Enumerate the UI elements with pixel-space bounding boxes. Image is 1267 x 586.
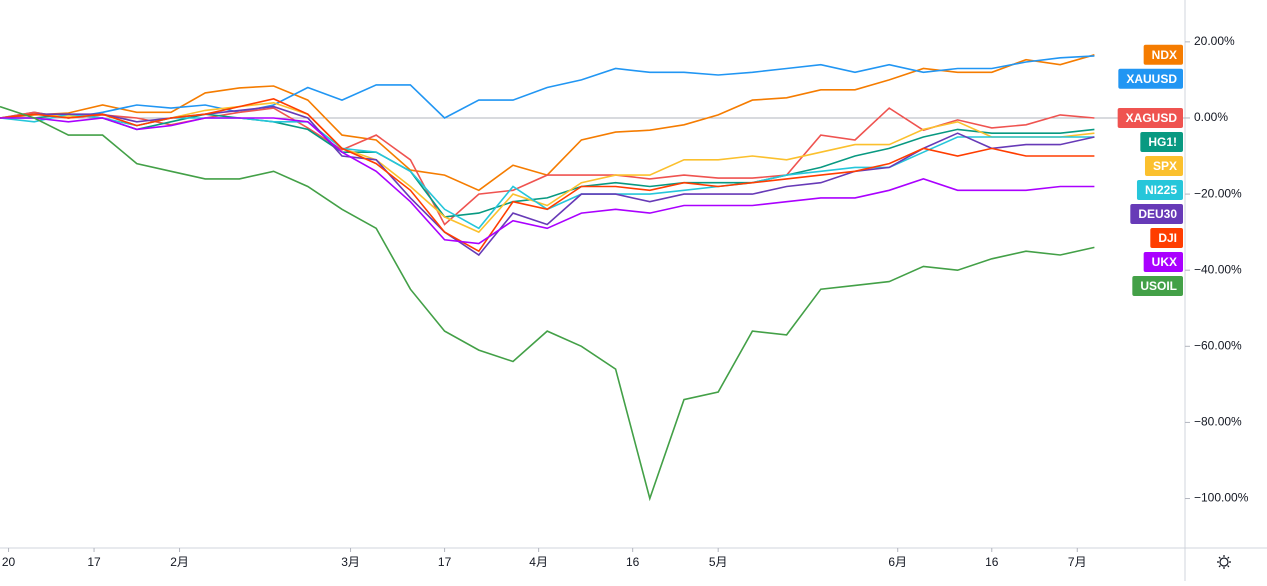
series-line bbox=[0, 105, 1095, 502]
x-tick-label: 17 bbox=[87, 555, 101, 569]
series-tag: DEU30 bbox=[1130, 203, 1183, 224]
x-tick-label: 7月 bbox=[1068, 555, 1087, 569]
series-tag: HG1! bbox=[1140, 131, 1183, 152]
series-line bbox=[0, 55, 1095, 119]
legend-label: NDX bbox=[1152, 48, 1177, 62]
legend-label: UKX bbox=[1152, 255, 1177, 269]
x-tick-label: 20 bbox=[2, 555, 16, 569]
legend-swatch bbox=[1150, 227, 1183, 248]
series-tag: DJI bbox=[1150, 227, 1183, 248]
legend-swatch bbox=[1143, 251, 1183, 272]
y-tick-label: −100.00% bbox=[1194, 491, 1249, 505]
series-tag: NDX bbox=[1143, 44, 1183, 65]
legend-swatch bbox=[1132, 275, 1183, 296]
x-tick-label: 16 bbox=[985, 555, 999, 569]
y-tick-label: 20.00% bbox=[1194, 34, 1235, 48]
legend-label: NI225 bbox=[1145, 183, 1177, 197]
legend-swatch bbox=[1140, 131, 1183, 152]
settings-icon[interactable] bbox=[1217, 555, 1231, 569]
series-line bbox=[0, 113, 1095, 218]
series-tag: XAGUSD bbox=[1117, 107, 1183, 128]
series-tag: UKX bbox=[1143, 251, 1183, 272]
legend-swatch bbox=[1118, 68, 1183, 89]
x-tick-label: 17 bbox=[438, 555, 452, 569]
legend-label: DJI bbox=[1158, 231, 1177, 245]
series-tag: USOIL bbox=[1132, 275, 1183, 296]
x-tick-label: 6月 bbox=[888, 555, 907, 569]
x-tick-label: 4月 bbox=[529, 555, 548, 569]
legend-label: HG1! bbox=[1148, 135, 1177, 149]
legend-swatch bbox=[1117, 107, 1183, 128]
x-tick-label: 16 bbox=[626, 555, 640, 569]
series-tag: NI225 bbox=[1136, 179, 1183, 200]
legend-label: XAUUSD bbox=[1126, 72, 1177, 86]
legend-label: USOIL bbox=[1140, 279, 1177, 293]
y-tick-label: −60.00% bbox=[1194, 338, 1242, 352]
legend-swatch bbox=[1144, 155, 1183, 176]
settings-gear-teeth[interactable] bbox=[1217, 555, 1231, 569]
series-tag: SPX bbox=[1144, 155, 1183, 176]
legend-swatch bbox=[1136, 179, 1183, 200]
y-tick-label: −40.00% bbox=[1194, 262, 1242, 276]
y-tick-label: −80.00% bbox=[1194, 415, 1242, 429]
series-tag: XAUUSD bbox=[1118, 68, 1183, 89]
legend-label: DEU30 bbox=[1138, 207, 1177, 221]
y-tick-label: 0.00% bbox=[1194, 110, 1228, 124]
series-line bbox=[0, 98, 1095, 253]
x-tick-label: 2月 bbox=[170, 555, 189, 569]
legend-swatch bbox=[1130, 203, 1183, 224]
settings-gear[interactable] bbox=[1219, 557, 1229, 567]
series-line bbox=[0, 117, 1095, 245]
legend-label: SPX bbox=[1153, 159, 1177, 173]
y-tick-label: −20.00% bbox=[1194, 186, 1242, 200]
series-line bbox=[0, 113, 1095, 230]
x-tick-label: 5月 bbox=[709, 555, 728, 569]
legend-label: XAGUSD bbox=[1126, 111, 1178, 125]
legend-swatch bbox=[1143, 44, 1183, 65]
series-line bbox=[0, 101, 1095, 234]
x-tick-label: 3月 bbox=[341, 555, 360, 569]
